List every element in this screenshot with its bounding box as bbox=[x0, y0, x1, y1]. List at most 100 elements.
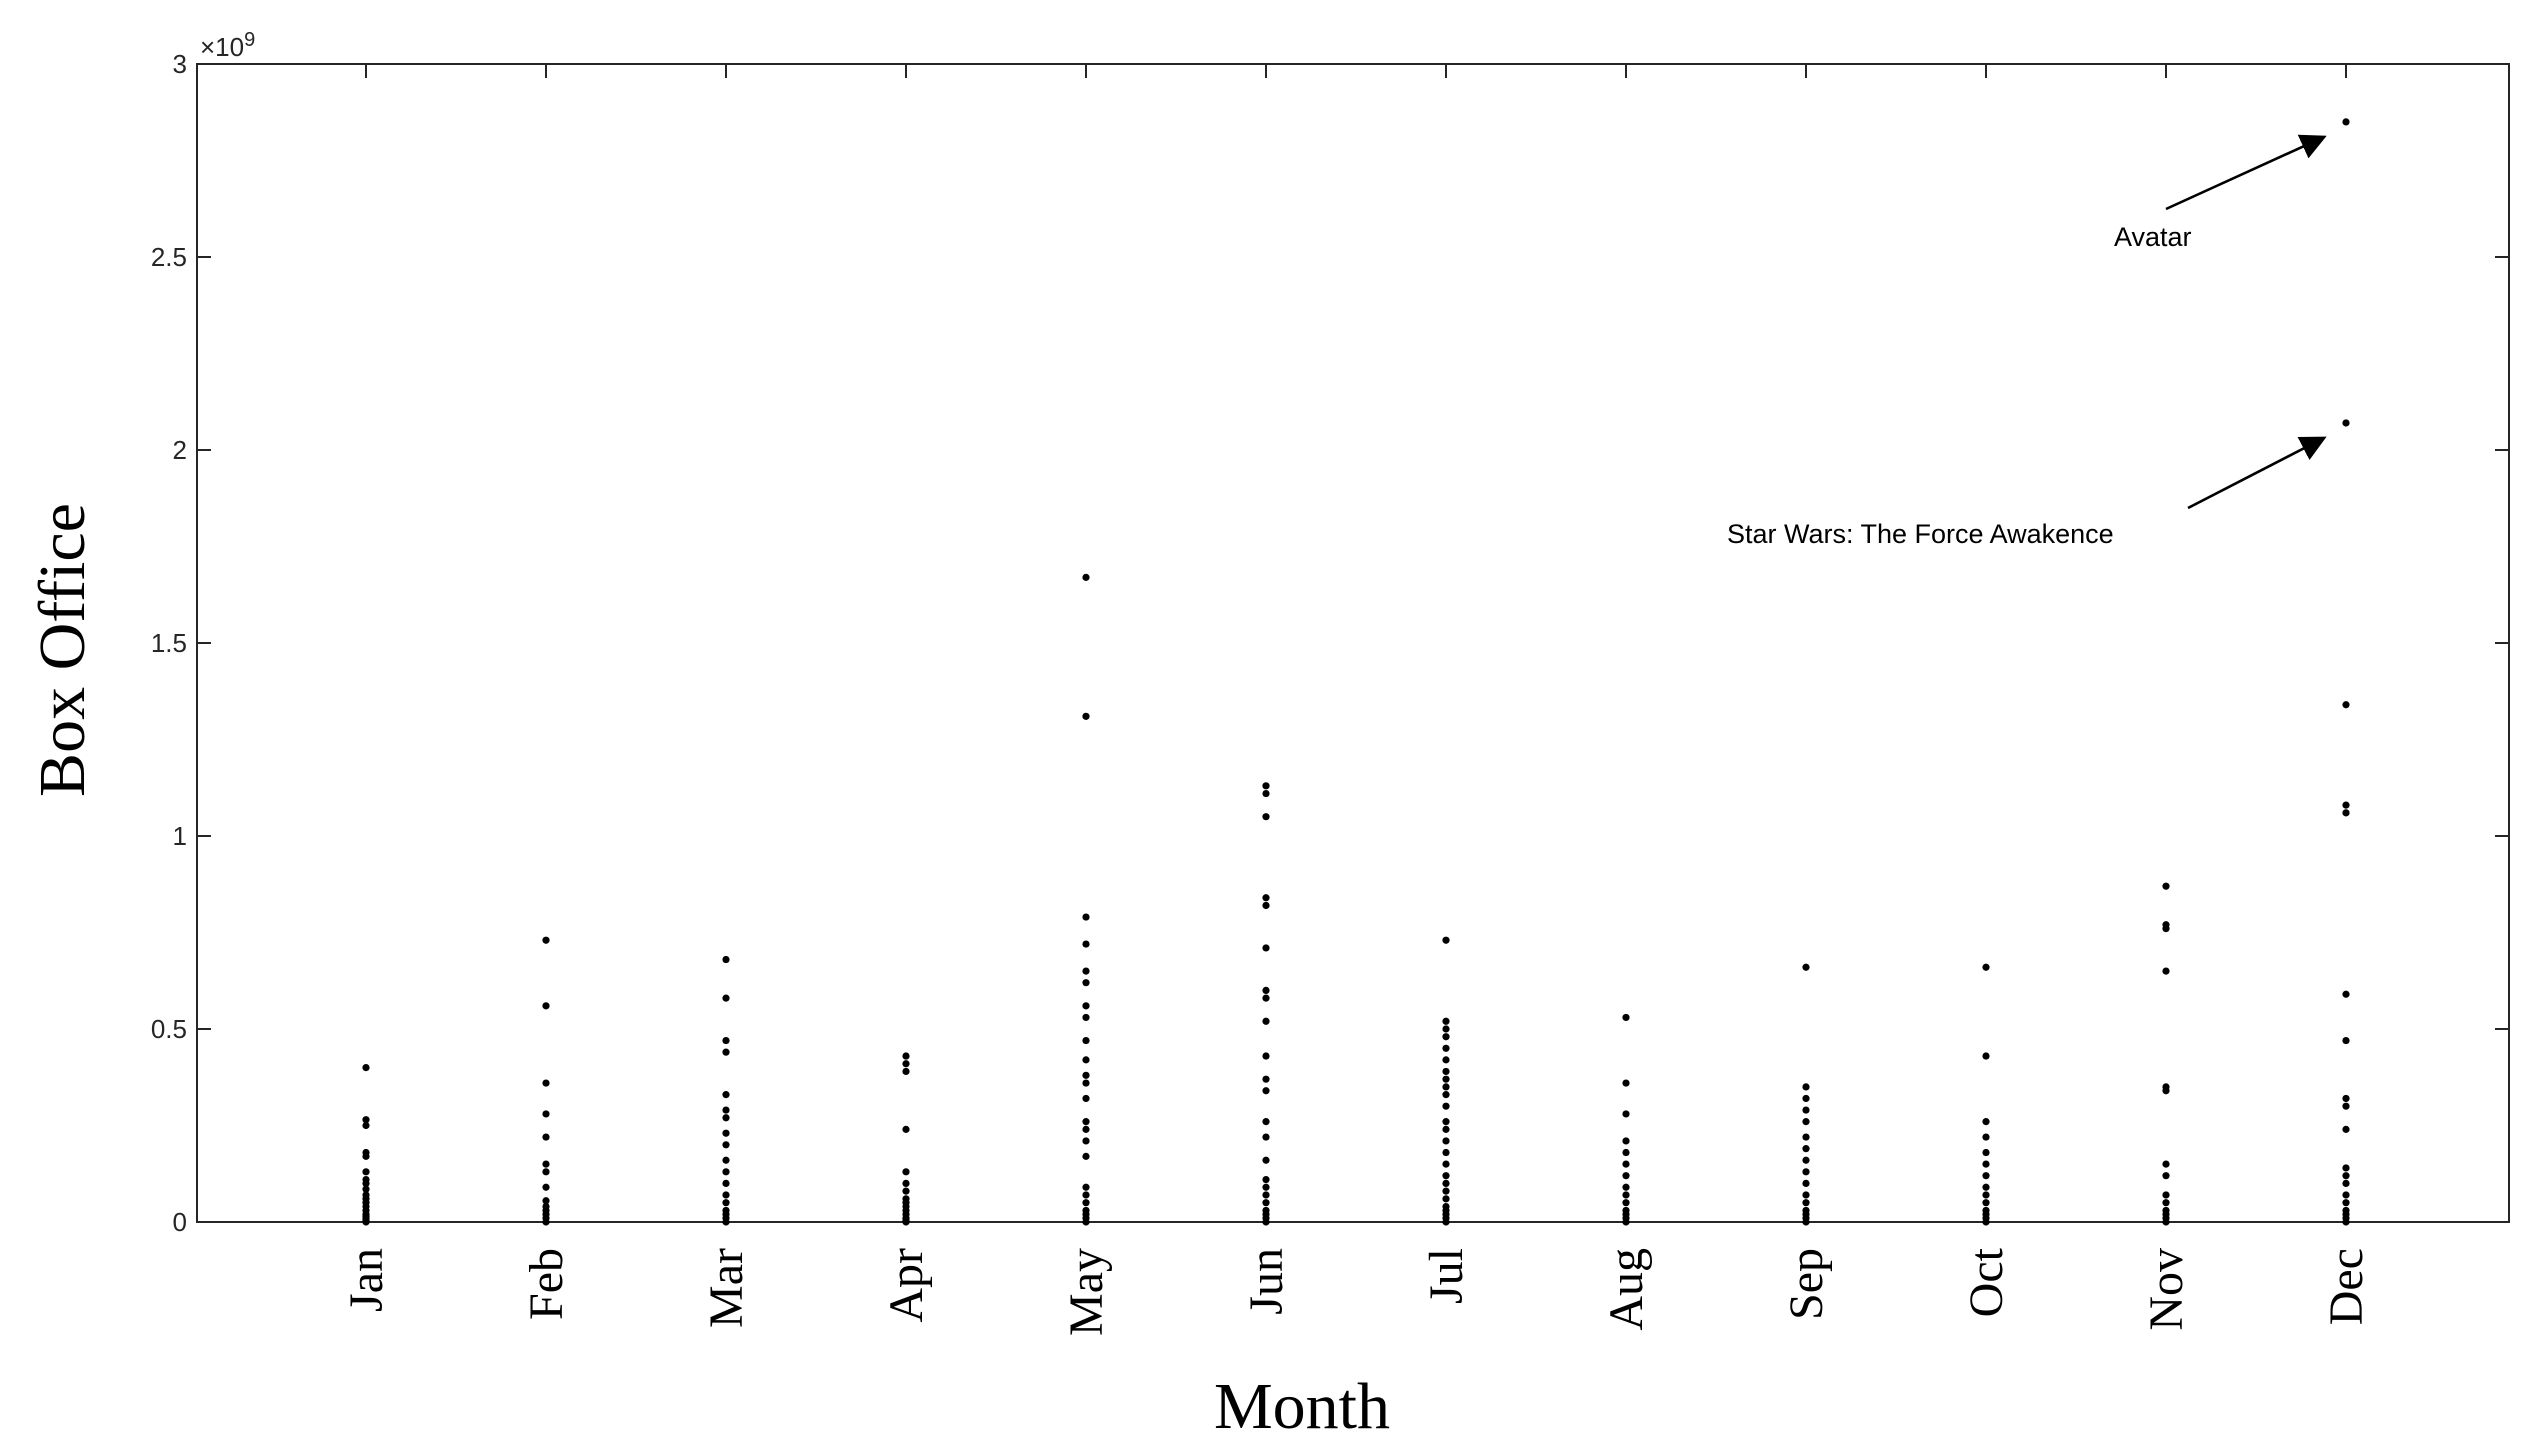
data-point bbox=[1622, 1183, 1630, 1191]
data-point bbox=[902, 1195, 910, 1203]
data-point bbox=[1442, 1172, 1450, 1180]
data-point bbox=[1262, 1191, 1270, 1199]
data-point bbox=[902, 1067, 910, 1076]
data-point bbox=[902, 1179, 910, 1187]
data-point bbox=[362, 1191, 370, 1199]
data-point bbox=[1442, 936, 1450, 944]
data-point bbox=[542, 1110, 550, 1118]
annotation-arrow bbox=[2187, 436, 2327, 510]
x-tick-label: Mar bbox=[700, 1248, 753, 1328]
data-points bbox=[362, 118, 2350, 1226]
data-point bbox=[722, 1114, 730, 1122]
data-point bbox=[1442, 1083, 1450, 1091]
y-tick-label: 3 bbox=[173, 49, 187, 79]
data-point bbox=[362, 1064, 370, 1072]
data-point bbox=[1082, 913, 1090, 921]
data-point bbox=[2162, 1191, 2170, 1199]
data-point bbox=[1622, 1110, 1630, 1118]
x-tick-label: Sep bbox=[1780, 1248, 1833, 1320]
data-point bbox=[2342, 990, 2350, 998]
data-point bbox=[1262, 1175, 1270, 1184]
data-point bbox=[1082, 1036, 1090, 1045]
data-point bbox=[2162, 967, 2170, 975]
x-tick-label: Oct bbox=[1960, 1247, 2013, 1317]
data-point bbox=[1442, 1137, 1450, 1145]
data-point bbox=[1802, 1118, 1810, 1126]
data-point bbox=[1082, 940, 1090, 948]
data-point bbox=[1622, 1137, 1630, 1145]
data-point bbox=[1262, 1199, 1270, 1207]
data-point bbox=[542, 936, 550, 944]
data-point bbox=[722, 955, 730, 964]
data-point bbox=[722, 994, 730, 1002]
x-tick-label: Feb bbox=[520, 1248, 573, 1320]
data-point bbox=[1802, 1168, 1810, 1176]
data-point bbox=[1262, 894, 1270, 902]
data-point bbox=[1082, 1183, 1090, 1191]
data-point bbox=[362, 1116, 370, 1124]
data-point bbox=[2342, 1172, 2350, 1180]
data-point bbox=[2162, 1083, 2170, 1091]
data-point bbox=[1082, 1152, 1090, 1160]
y-exponent-label: ×109 bbox=[200, 29, 255, 62]
data-point bbox=[2342, 1179, 2350, 1187]
data-point bbox=[1082, 573, 1090, 581]
data-point bbox=[542, 1202, 550, 1211]
data-point bbox=[362, 1175, 370, 1184]
data-point bbox=[362, 1148, 370, 1157]
data-point bbox=[1262, 1052, 1270, 1060]
data-point bbox=[1802, 1156, 1810, 1164]
data-point bbox=[1802, 1206, 1810, 1215]
data-point bbox=[1262, 1206, 1270, 1215]
y-tick-label: 2 bbox=[173, 435, 187, 465]
data-point bbox=[362, 1168, 370, 1176]
data-point bbox=[1802, 1106, 1810, 1114]
data-point bbox=[1082, 1002, 1090, 1010]
data-point bbox=[1262, 1075, 1270, 1083]
data-point bbox=[1082, 712, 1090, 720]
data-point bbox=[722, 1048, 730, 1056]
data-point bbox=[2162, 921, 2170, 929]
data-point bbox=[1982, 963, 1990, 971]
data-point bbox=[1802, 1094, 1810, 1103]
data-point bbox=[1082, 1118, 1090, 1126]
data-point bbox=[722, 1141, 730, 1149]
data-point bbox=[1982, 1160, 1990, 1168]
data-point bbox=[1622, 1191, 1630, 1199]
data-point bbox=[2342, 701, 2350, 709]
data-point bbox=[2342, 1094, 2350, 1103]
data-point bbox=[1982, 1206, 1990, 1215]
data-point bbox=[1082, 1071, 1090, 1079]
x-tick-label: May bbox=[1060, 1248, 1113, 1336]
data-point bbox=[1982, 1148, 1990, 1157]
data-point bbox=[1082, 1094, 1090, 1103]
data-point bbox=[1082, 1056, 1090, 1064]
data-point bbox=[1442, 1091, 1450, 1099]
data-point bbox=[2342, 801, 2350, 809]
y-axis-title: Box Office bbox=[26, 503, 99, 797]
data-point bbox=[1082, 967, 1090, 975]
data-point bbox=[1082, 1125, 1090, 1133]
data-point bbox=[722, 1106, 730, 1114]
data-point bbox=[1262, 789, 1270, 798]
data-point bbox=[722, 1179, 730, 1187]
data-point bbox=[2162, 1172, 2170, 1180]
data-point bbox=[1442, 1025, 1450, 1033]
data-point bbox=[2342, 118, 2350, 126]
data-point bbox=[722, 1036, 730, 1045]
data-point bbox=[1622, 1148, 1630, 1157]
data-point bbox=[2342, 1036, 2350, 1045]
data-point bbox=[1262, 813, 1270, 821]
data-point bbox=[1082, 1191, 1090, 1199]
data-point bbox=[902, 1187, 910, 1195]
data-point bbox=[1442, 1118, 1450, 1126]
data-point bbox=[362, 1121, 370, 1130]
data-point bbox=[1262, 1087, 1270, 1095]
data-point bbox=[1802, 1133, 1810, 1141]
data-point bbox=[362, 1185, 370, 1193]
data-point bbox=[1082, 1199, 1090, 1207]
x-axis-title: Month bbox=[1214, 1370, 1390, 1443]
data-point bbox=[542, 1183, 550, 1191]
data-point bbox=[902, 1060, 910, 1068]
data-point bbox=[2342, 809, 2350, 817]
